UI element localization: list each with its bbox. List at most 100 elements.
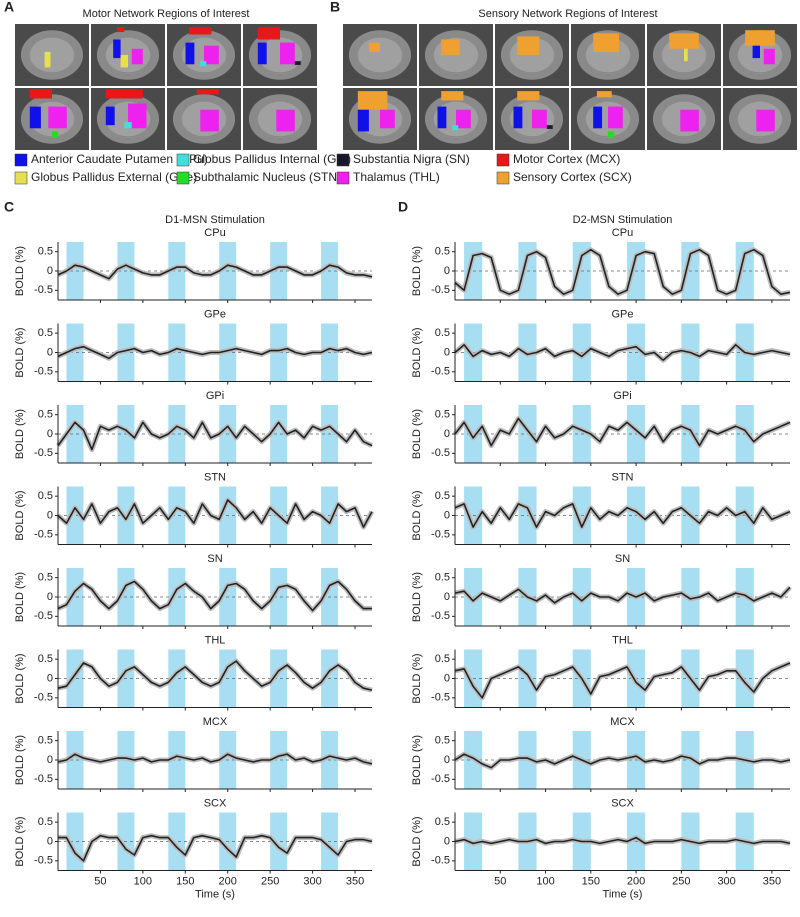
trace (57, 753, 373, 765)
y-tick-label: -0.5 (431, 855, 450, 867)
x-tick-label: 100 (134, 875, 152, 887)
chart-title: CPu (204, 227, 225, 239)
x-tick-label: 150 (176, 875, 194, 887)
trace (57, 421, 373, 451)
x-tick-label: 200 (627, 875, 645, 887)
panel-title: Motor Network Regions of Interest (83, 8, 250, 20)
y-tick-label: -0.5 (34, 773, 53, 785)
chart-title: GPe (204, 308, 226, 320)
x-tick-label: 200 (219, 875, 237, 887)
y-tick-label: 0.5 (435, 816, 450, 828)
roi (745, 30, 775, 46)
trace (454, 417, 791, 447)
y-axis-label: BOLD (%) (14, 409, 26, 459)
roi (368, 42, 380, 52)
roi (608, 106, 623, 129)
y-tick-label: -0.5 (34, 284, 53, 296)
y-tick-label: -0.5 (431, 447, 450, 459)
roi (116, 27, 125, 33)
y-tick-label: -0.5 (431, 366, 450, 378)
roi (48, 106, 67, 129)
panel-title: Sensory Network Regions of Interest (478, 8, 657, 20)
x-tick-label: 250 (672, 875, 690, 887)
x-tick-label: 350 (346, 875, 364, 887)
legend-label: Motor Cortex (MCX) (513, 152, 620, 166)
roi (608, 131, 614, 138)
chart-title: SCX (611, 797, 634, 809)
y-tick-label: 0.5 (38, 490, 53, 502)
y-tick-label: 0 (444, 346, 450, 358)
stim-block (168, 812, 186, 871)
x-tick-label: 300 (303, 875, 321, 887)
x-tick-label: 250 (261, 875, 279, 887)
y-axis-label: BOLD (%) (411, 409, 423, 459)
y-tick-label: -0.5 (431, 529, 450, 541)
stim-block (270, 242, 288, 300)
y-axis-label: BOLD (%) (14, 735, 26, 785)
y-axis-label: BOLD (%) (411, 490, 423, 540)
y-axis-label: BOLD (%) (14, 490, 26, 540)
charts: D1-MSN Stimulation D2-MSN Stimulation -0.5… (14, 214, 792, 900)
y-tick-label: -0.5 (34, 692, 53, 704)
legend-swatch (336, 153, 350, 167)
y-axis-label: BOLD (%) (411, 572, 423, 622)
y-tick-label: 0 (444, 835, 450, 847)
y-tick-label: 0.5 (435, 327, 450, 339)
trace (454, 503, 791, 528)
roi (593, 106, 603, 129)
roi (441, 39, 460, 55)
roi (357, 109, 369, 132)
y-tick-label: 0.5 (38, 572, 53, 584)
roi (124, 122, 132, 129)
y-axis-label: BOLD (%) (411, 735, 423, 785)
roi (200, 61, 207, 67)
y-tick-label: -0.5 (431, 692, 450, 704)
y-tick-label: -0.5 (34, 610, 53, 622)
y-tick-label: 0.5 (435, 246, 450, 258)
legend-swatch (336, 171, 350, 185)
chart-title: SCX (204, 797, 227, 809)
brain-images (15, 24, 797, 150)
y-tick-label: 0 (444, 428, 450, 440)
y-tick-label: 0.5 (435, 490, 450, 502)
stim-block (168, 649, 186, 708)
trace (57, 580, 372, 612)
roi (204, 45, 219, 65)
roi (357, 91, 388, 110)
trace (57, 345, 373, 360)
roi (756, 109, 775, 132)
column-title: D2-MSN Stimulation (573, 214, 673, 226)
stim-block (168, 486, 186, 545)
y-tick-label: 0.5 (38, 246, 53, 258)
stim-block (66, 731, 84, 789)
roi (200, 109, 219, 132)
roi (113, 39, 121, 59)
y-axis-label: BOLD (%) (14, 246, 26, 296)
stim-block (168, 242, 186, 300)
roi (131, 48, 143, 65)
roi (669, 33, 699, 49)
y-tick-label: 0.5 (435, 409, 450, 421)
trace (454, 836, 791, 845)
legend-swatch (14, 171, 28, 185)
roi (546, 125, 553, 129)
roi (280, 42, 295, 65)
y-tick-label: 0 (47, 591, 53, 603)
x-tick-label: 350 (763, 875, 781, 887)
legend: Anterior Caudate Putamen (CPu)Globus Pal… (14, 152, 632, 185)
x-tick-label: 100 (536, 875, 554, 887)
roi (452, 125, 459, 131)
stim-block (168, 323, 186, 382)
chart-title: STN (612, 471, 634, 483)
y-tick-label: 0 (444, 754, 450, 766)
chart-title: CPu (612, 227, 633, 239)
column-title: D1-MSN Stimulation (165, 214, 265, 226)
y-axis-label: BOLD (%) (411, 653, 423, 703)
brain-inner (29, 37, 75, 73)
stim-block (66, 568, 84, 626)
roi (513, 106, 523, 129)
legend-label: Subthalamic Nucleus (STN) (193, 170, 341, 184)
x-tick-label: 300 (717, 875, 735, 887)
trace (57, 660, 373, 691)
